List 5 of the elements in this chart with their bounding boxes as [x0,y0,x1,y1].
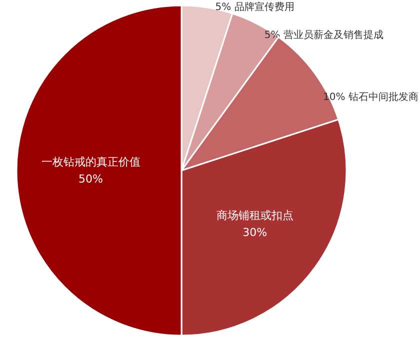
data-label: 50% [78,172,103,186]
slice-label: 一枚钻戒的真正价值 [41,156,140,169]
slice-label: 商场铺租或扣点 [216,208,294,222]
data-label: 30% [242,226,268,239]
slice-label: 5% 品牌宣传费用 [215,1,294,14]
